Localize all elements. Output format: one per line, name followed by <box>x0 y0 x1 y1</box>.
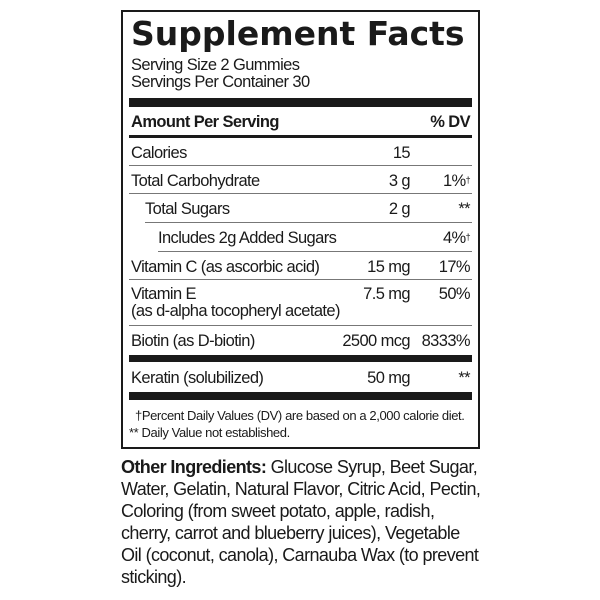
row-divider <box>158 251 472 252</box>
row-divider <box>129 325 472 326</box>
nutrient-amount: 3 g <box>388 172 411 190</box>
nutrient-dv: 17% <box>438 258 471 276</box>
divider-thick <box>129 355 472 362</box>
nutrient-dv: 1% <box>442 172 466 190</box>
divider-medium <box>129 135 472 138</box>
nutrient-name: Calories <box>131 144 187 162</box>
nutrient-amount: 2500 mcg <box>342 332 410 350</box>
nutrient-dv: 4% <box>442 229 466 247</box>
row-divider <box>129 279 472 280</box>
nutrient-name: Vitamin C (as ascorbic acid) <box>131 258 320 276</box>
row-divider <box>145 222 472 223</box>
nutrient-source: (as d-alpha tocopheryl acetate) <box>131 302 340 320</box>
nutrient-amount: 7.5 mg <box>363 285 410 303</box>
nutrient-amount: 2 g <box>388 200 411 218</box>
footnote-mark: † <box>465 175 471 185</box>
divider-thick <box>129 98 472 107</box>
divider-thick <box>129 392 472 400</box>
other-ingredients: Other Ingredients: Glucose Syrup, Beet S… <box>121 456 481 588</box>
nutrient-name: Keratin (solubilized) <box>131 369 264 387</box>
footnote-dv: †Percent Daily Values (DV) are based on … <box>135 408 465 423</box>
dv-header: % DV <box>430 113 470 131</box>
nutrient-dv: ** <box>458 200 470 218</box>
nutrient-dv: 8333% <box>421 332 471 350</box>
servings-per-container: Servings Per Container 30 <box>131 73 310 91</box>
other-ingredients-label: Other Ingredients: <box>121 457 267 477</box>
nutrient-dv: ** <box>458 369 470 387</box>
other-ingredients-text: Glucose Syrup, Beet Sugar, Water, Gelati… <box>121 457 481 587</box>
amount-per-serving-header: Amount Per Serving <box>131 113 279 131</box>
nutrient-amount: 15 mg <box>367 258 410 276</box>
row-divider <box>129 193 472 194</box>
panel-title: Supplement Facts <box>131 14 465 53</box>
footnote-not-established: ** Daily Value not established. <box>129 425 290 440</box>
nutrient-name: Total Carbohydrate <box>131 172 260 190</box>
nutrient-name: Includes 2g Added Sugars <box>158 229 337 247</box>
nutrient-amount: 50 mg <box>367 369 410 387</box>
row-divider <box>129 165 472 166</box>
supplement-facts-panel: Supplement Facts Serving Size 2 Gummies … <box>121 10 480 449</box>
footnote-mark: † <box>465 232 471 242</box>
nutrient-dv: 50% <box>438 285 471 303</box>
nutrient-name: Vitamin E <box>131 285 197 303</box>
nutrient-amount: 15 <box>392 144 411 162</box>
nutrient-name: Biotin (as D-biotin) <box>131 332 255 350</box>
nutrient-name: Total Sugars <box>145 200 230 218</box>
serving-size: Serving Size 2 Gummies <box>131 56 300 74</box>
